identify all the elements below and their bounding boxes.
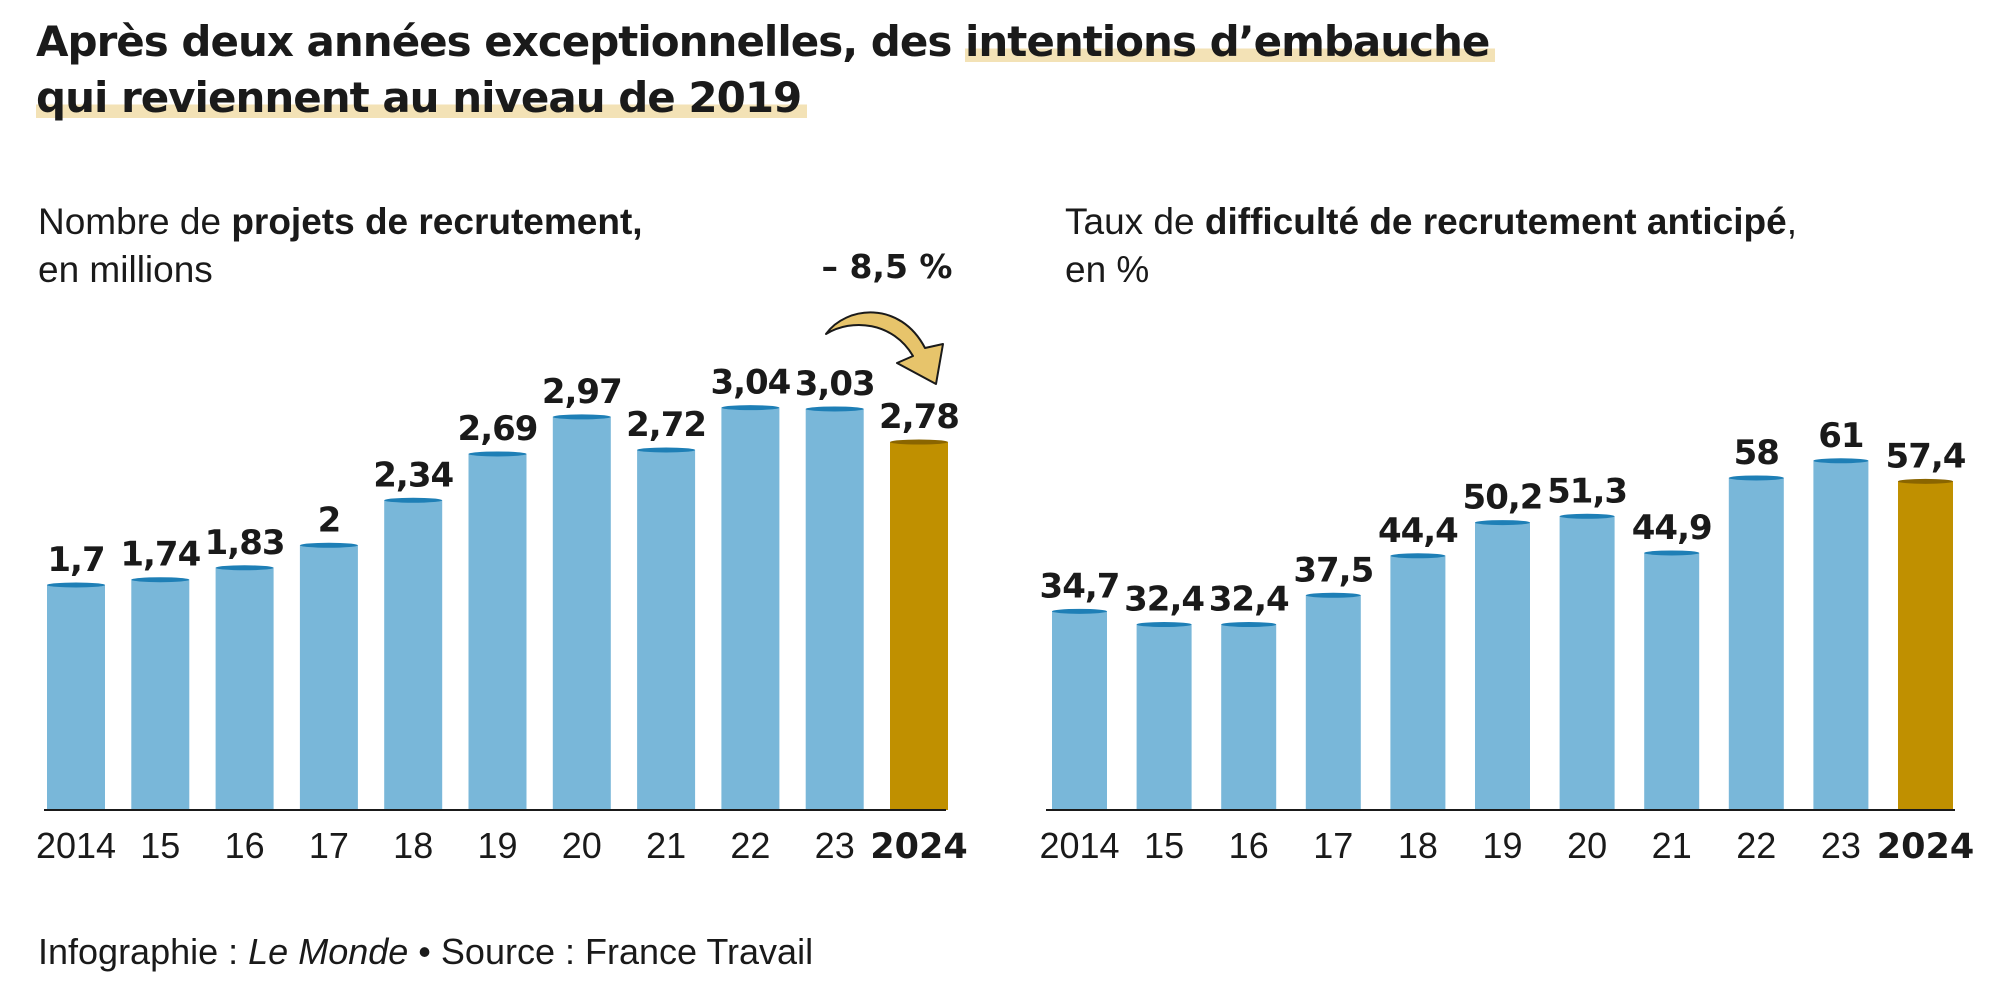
bar-projects-2024 bbox=[890, 442, 948, 810]
bar-top-projects-23 bbox=[805, 406, 864, 412]
bar-top-projects-22 bbox=[721, 405, 780, 411]
right-chart-subtitle: Taux de difficulté de recrutement antici… bbox=[1065, 198, 1797, 294]
headline-highlight-line2: qui reviennent au niveau de 2019 bbox=[36, 73, 808, 122]
change-annotation: – 8,5 % bbox=[821, 247, 952, 286]
bar-top-projects-21 bbox=[637, 447, 696, 453]
value-label-projects-17: 2 bbox=[318, 500, 341, 540]
bar-top-projects-20 bbox=[552, 414, 611, 420]
bar-top-projects-19 bbox=[468, 451, 527, 457]
value-label-projects-23: 3,03 bbox=[795, 364, 875, 404]
chart-headline: Après deux années exceptionnelles, des i… bbox=[36, 14, 1496, 126]
bar-projects-2014 bbox=[47, 585, 105, 810]
headline-text: Après deux années exceptionnelles, des bbox=[36, 17, 965, 66]
x-tick-projects-2014: 2014 bbox=[36, 825, 116, 866]
left-subtitle-bold: projets de recrutement, bbox=[231, 201, 643, 242]
value-label-projects-15: 1,74 bbox=[120, 535, 200, 575]
bar-projects-19 bbox=[468, 453, 527, 810]
left-chart-subtitle: Nombre de projets de recrutement, en mil… bbox=[38, 198, 643, 294]
value-label-projects-16: 1,83 bbox=[205, 523, 285, 563]
x-tick-projects-21: 21 bbox=[646, 825, 686, 866]
chart-footer: Infographie : Le Monde • Source : France… bbox=[38, 931, 813, 973]
right-subtitle-bold: difficulté de recrutement anticipé bbox=[1204, 201, 1787, 242]
value-label-projects-18: 2,34 bbox=[373, 455, 453, 495]
bar-top-projects-2024 bbox=[890, 439, 948, 445]
value-label-projects-2014: 1,7 bbox=[47, 540, 104, 580]
right-subtitle-text: Taux de bbox=[1065, 201, 1205, 242]
curved-arrow-icon bbox=[825, 311, 944, 385]
bar-projects-20 bbox=[552, 416, 611, 810]
x-tick-projects-18: 18 bbox=[393, 825, 433, 866]
bar-top-projects-15 bbox=[131, 577, 190, 583]
footer-source: Source : France Travail bbox=[440, 931, 814, 972]
bar-projects-15 bbox=[131, 579, 190, 810]
bar-top-projects-18 bbox=[384, 497, 443, 503]
bar-projects-22 bbox=[721, 407, 780, 810]
value-label-projects-20: 2,97 bbox=[542, 372, 622, 412]
bar-top-projects-2014 bbox=[47, 582, 105, 588]
headline-line1: Après deux années exceptionnelles, des i… bbox=[36, 17, 1496, 66]
value-label-projects-19: 2,69 bbox=[458, 409, 538, 449]
bar-projects-17 bbox=[299, 545, 358, 810]
headline-highlight: intentions d’embauche bbox=[964, 17, 1496, 66]
left-subtitle-text: Nombre de bbox=[38, 201, 232, 242]
footer-credit-label: Infographie : bbox=[38, 931, 249, 972]
x-tick-projects-22: 22 bbox=[730, 825, 770, 866]
x-tick-projects-15: 15 bbox=[140, 825, 180, 866]
value-label-projects-22: 3,04 bbox=[710, 363, 790, 403]
footer-bullet: • bbox=[418, 931, 431, 972]
bar-projects-18 bbox=[384, 500, 443, 810]
value-label-projects-2024: 2,78 bbox=[879, 397, 959, 437]
x-tick-projects-20: 20 bbox=[562, 825, 602, 866]
right-subtitle-comma: , bbox=[1786, 201, 1798, 242]
x-tick-projects-19: 19 bbox=[477, 825, 517, 866]
bar-projects-21 bbox=[637, 450, 696, 810]
right-subtitle-unit: en % bbox=[1065, 249, 1150, 290]
bar-projects-23 bbox=[805, 408, 864, 810]
x-tick-projects-23: 23 bbox=[815, 825, 855, 866]
bar-projects-16 bbox=[215, 567, 274, 810]
bar-top-projects-16 bbox=[215, 565, 274, 571]
x-tick-projects-16: 16 bbox=[225, 825, 265, 866]
footer-brand: Le Monde bbox=[248, 931, 409, 972]
x-tick-projects-2024: 2024 bbox=[870, 827, 967, 867]
x-tick-projects-17: 17 bbox=[309, 825, 349, 866]
left-subtitle-unit: en millions bbox=[38, 249, 213, 290]
value-label-projects-21: 2,72 bbox=[626, 405, 706, 445]
bar-top-projects-17 bbox=[299, 542, 358, 548]
